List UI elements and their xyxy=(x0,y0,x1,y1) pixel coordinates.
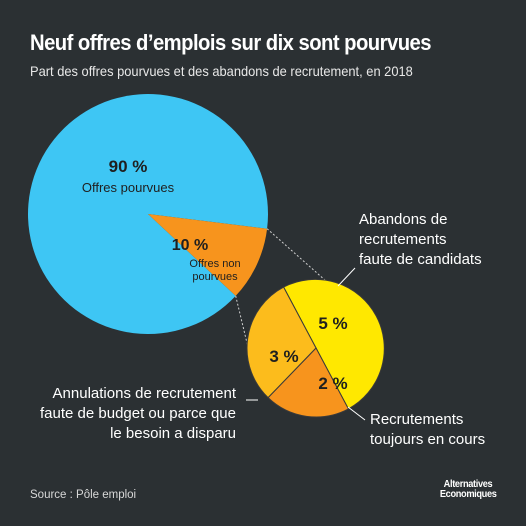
annotation-annulations-line3: le besoin a disparu xyxy=(110,425,236,442)
chart-title: Neuf offres d’emplois sur dix sont pourv… xyxy=(30,30,432,55)
breakdown-pie xyxy=(246,278,385,418)
label-non-pourvues-line2: pourvues xyxy=(192,271,238,283)
slice-abandons-candidats xyxy=(282,278,385,410)
annotation-abandons-line1: Abandons de xyxy=(359,211,447,228)
annotation-en-cours-line1: Recrutements xyxy=(370,411,463,428)
slice-offres-non-pourvues xyxy=(148,214,268,296)
slice-annulations-budget xyxy=(246,286,317,399)
connector-upper xyxy=(266,228,327,282)
annotation-annulations-line1: Annulations de recrutement xyxy=(53,385,237,402)
chart-subtitle: Part des offres pourvues et des abandons… xyxy=(30,63,413,79)
label-non-pourvues-value: 10 % xyxy=(172,237,208,254)
label-non-pourvues-line1: Offres non xyxy=(189,258,240,270)
slice-offres-pourvues xyxy=(27,94,268,335)
label-offres-pourvues-value: 90 % xyxy=(109,157,148,176)
leader-en-cours xyxy=(347,406,366,421)
annotation-annulations-line2: faute de budget ou parce que xyxy=(40,405,236,422)
label-annulations-value: 3 % xyxy=(269,347,298,366)
label-abandons-value: 5 % xyxy=(318,314,347,333)
source-note: Source : Pôle emploi xyxy=(30,489,137,501)
label-offres-pourvues: Offres pourvues xyxy=(82,180,175,195)
logo-line-1: Alternatives xyxy=(443,478,493,490)
annotation-abandons-line2: recrutements xyxy=(359,231,447,248)
slice-labels: 90 % Offres pourvues 10 % Offres nonpourvue… xyxy=(40,157,485,448)
annotation-abandons-line3: faute de candidats xyxy=(359,251,482,268)
leader-abandons xyxy=(337,267,356,287)
main-pie xyxy=(27,94,268,335)
publisher-logo: Alternatives Economiques xyxy=(436,478,500,500)
slice-recrutements-en-cours xyxy=(267,347,350,418)
annotation-en-cours-line2: toujours en cours xyxy=(370,431,485,448)
label-en-cours-value: 2 % xyxy=(318,374,347,393)
logo-line-2: Economiques xyxy=(439,488,497,500)
